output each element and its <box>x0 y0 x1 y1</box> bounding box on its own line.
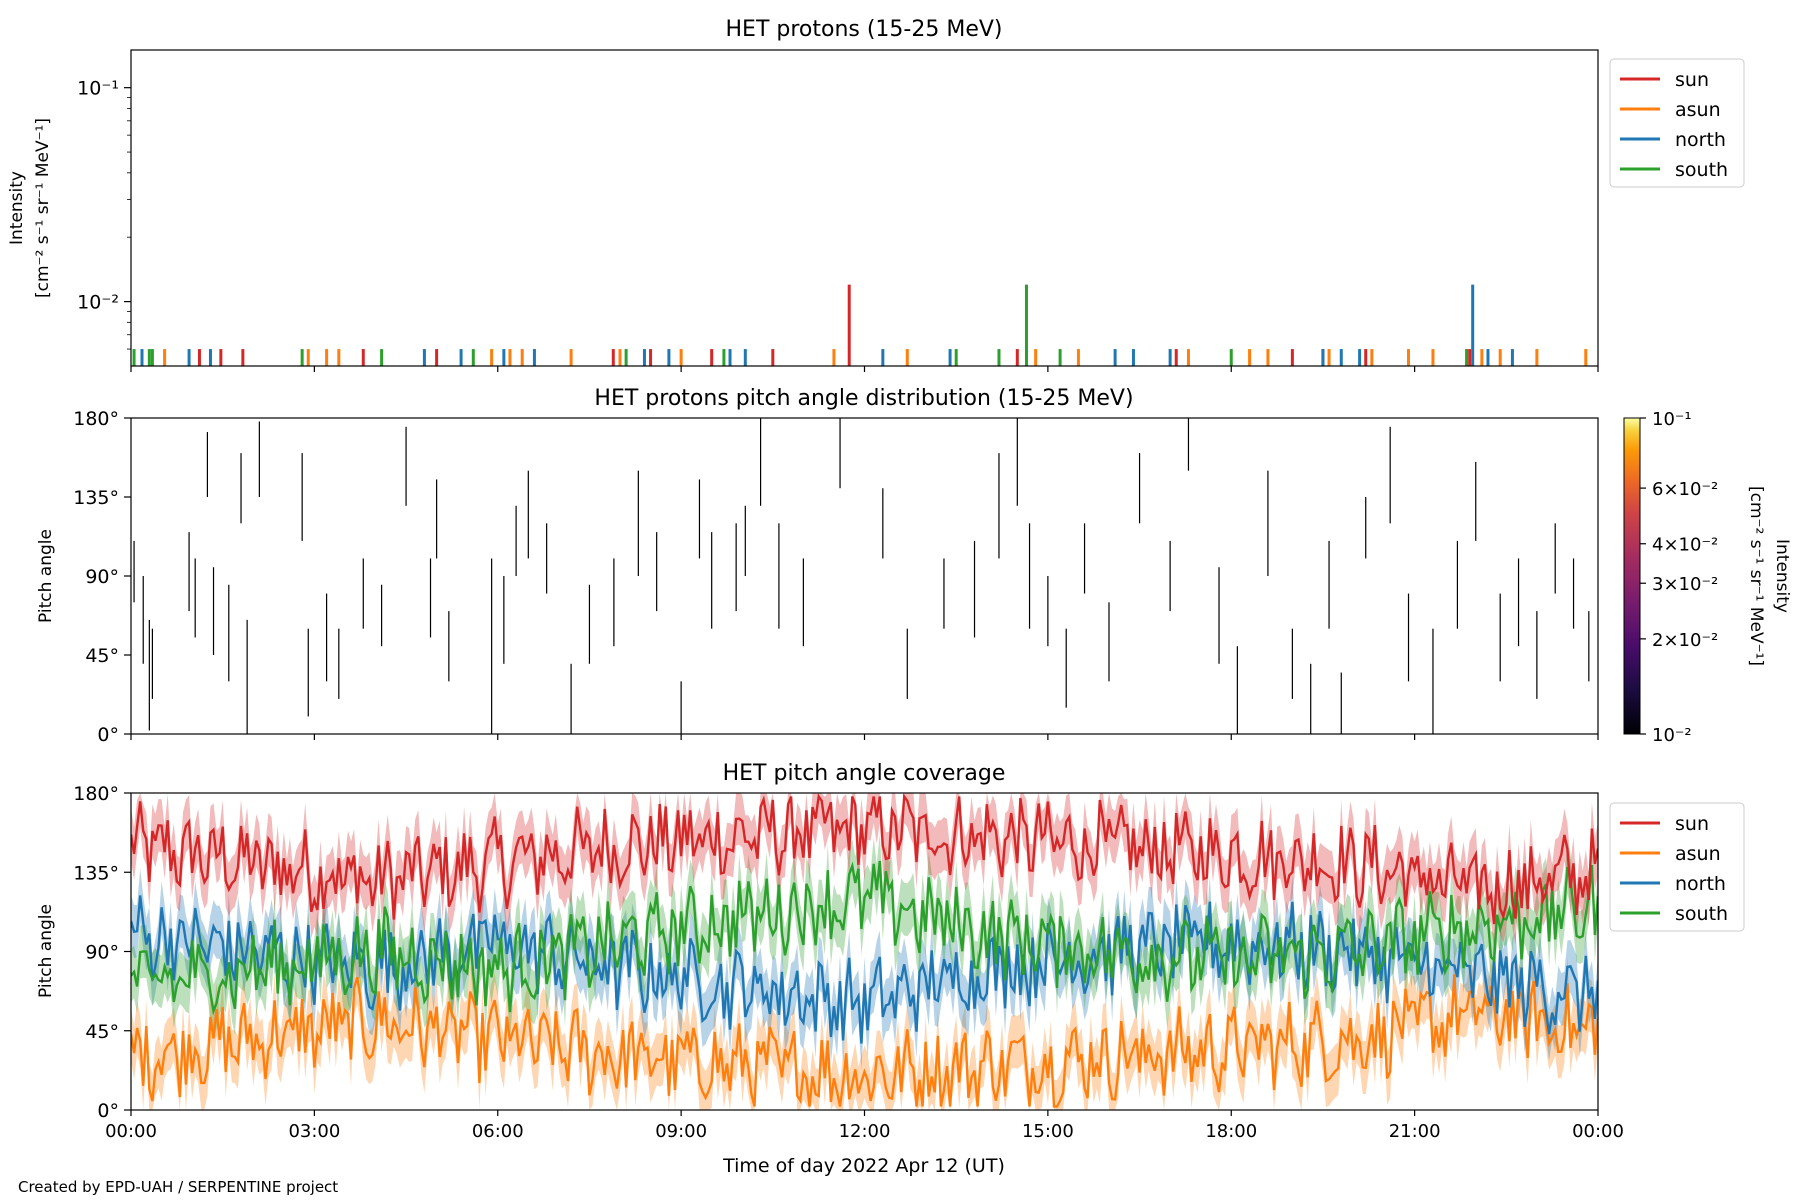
x-tick-label: 21:00 <box>1389 1121 1441 1142</box>
legend-label-asun: asun <box>1675 99 1721 121</box>
legend-frame <box>1609 802 1745 932</box>
x-tick-label: 03:00 <box>288 1121 340 1142</box>
panel1-x-ticks <box>130 366 1599 372</box>
panel3-x-ticks: 00:00 03:00 06:00 09:00 12:00 15:00 18:00 21:00… <box>105 1110 1624 1142</box>
panel3-y-tick-label: 90° <box>85 942 119 964</box>
x-axis-label: Time of day 2022 Apr 12 (UT) <box>722 1155 1005 1177</box>
panel1-plot-area <box>132 284 1588 366</box>
legend-label-sun: sun <box>1675 69 1709 91</box>
band-sun <box>131 793 1598 951</box>
legend-frame <box>1609 58 1745 188</box>
legend-label-sun: sun <box>1675 813 1709 835</box>
line-south <box>131 860 1598 1016</box>
colorbar-tick-label: 10⁻² <box>1652 725 1692 746</box>
panel1-y-tick-label: 10⁻¹ <box>77 78 119 100</box>
panel1-axes-frame <box>130 49 1599 367</box>
panel1-y-ticks: 10⁻¹ 10⁻² <box>77 78 131 350</box>
colorbar-tick-label: 6×10⁻² <box>1652 479 1718 500</box>
x-tick-label: 09:00 <box>655 1121 707 1142</box>
panel2-x-ticks <box>130 734 1599 740</box>
panel2-y-tick-label: 90° <box>85 566 119 588</box>
colorbar-tick-label: 4×10⁻² <box>1652 535 1718 556</box>
panel2-y-tick-label: 180° <box>73 408 119 430</box>
panel2-y-tick-label: 45° <box>85 645 119 667</box>
panel2-ylabel: Pitch angle <box>36 529 56 623</box>
x-tick-label: 12:00 <box>839 1121 891 1142</box>
panel1-ylabel: Intensity [cm⁻² s⁻¹ sr⁻¹ MeV⁻¹] <box>7 118 53 298</box>
band-south <box>131 834 1598 1039</box>
line-asun <box>131 974 1598 1108</box>
panel3-y-tick-label: 0° <box>97 1100 119 1122</box>
x-tick-label: 18:00 <box>1205 1121 1257 1142</box>
panel1-ylabel-line2: [cm⁻² s⁻¹ sr⁻¹ MeV⁻¹] <box>33 118 53 298</box>
x-tick-label: 00:00 <box>1572 1121 1624 1142</box>
panel2-title: HET protons pitch angle distribution (15… <box>594 386 1133 411</box>
panel2-y-tick-label: 135° <box>73 487 119 509</box>
legend-label-north: north <box>1675 873 1726 895</box>
line-sun <box>131 793 1598 925</box>
panel2-plot-area <box>133 418 1590 734</box>
panel2-y-ticks: 0° 45° 90° 135° 180° <box>73 408 131 746</box>
panel3-axes-frame <box>130 792 1599 1111</box>
panel3-y-tick-label: 45° <box>85 1021 119 1043</box>
panel3-legend: sun asun north south <box>1609 802 1745 932</box>
colorbar-label: Intensity [cm⁻² s⁻¹ sr⁻¹ MeV⁻¹] <box>1746 486 1792 666</box>
x-tick-label: 06:00 <box>472 1121 524 1142</box>
panel2-axes-frame <box>130 417 1599 735</box>
panel1-ylabel-line1: Intensity <box>7 171 27 245</box>
panel3-y-ticks: 0° 45° 90° 135° 180° <box>73 783 131 1122</box>
band-asun <box>131 948 1598 1110</box>
x-tick-label: 00:00 <box>105 1121 157 1142</box>
credit-text: Created by EPD-UAH / SERPENTINE project <box>18 1178 338 1196</box>
legend-label-north: north <box>1675 129 1726 151</box>
panel1-legend: sun asun north south <box>1609 58 1745 188</box>
panel3-ylabel: Pitch angle <box>36 904 56 998</box>
colorbar-label-line1: Intensity <box>1772 539 1792 613</box>
panel2-y-tick-label: 0° <box>97 724 119 746</box>
colorbar-label-line2: [cm⁻² s⁻¹ sr⁻¹ MeV⁻¹] <box>1746 486 1766 666</box>
panel3-plot-area <box>131 793 1598 1110</box>
colorbar-tick-label: 2×10⁻² <box>1652 630 1718 651</box>
band-north <box>131 869 1598 1070</box>
panel3-y-tick-label: 180° <box>73 783 119 805</box>
x-tick-label: 15:00 <box>1022 1121 1074 1142</box>
colorbar-tick-label: 3×10⁻² <box>1652 574 1718 595</box>
panel3-y-tick-label: 135° <box>73 862 119 884</box>
panel3-title: HET pitch angle coverage <box>723 761 1006 786</box>
legend-label-south: south <box>1675 903 1728 925</box>
legend-label-south: south <box>1675 159 1728 181</box>
colorbar-tick-label: 10⁻¹ <box>1652 409 1692 430</box>
colorbar-ticks: 10⁻¹ 6×10⁻² 4×10⁻² 3×10⁻² 2×10⁻² 10⁻² <box>1640 409 1718 746</box>
panel1-y-tick-label: 10⁻² <box>77 292 119 314</box>
panel1-title: HET protons (15-25 MeV) <box>726 17 1003 42</box>
colorbar <box>1623 417 1641 735</box>
legend-label-asun: asun <box>1675 843 1721 865</box>
